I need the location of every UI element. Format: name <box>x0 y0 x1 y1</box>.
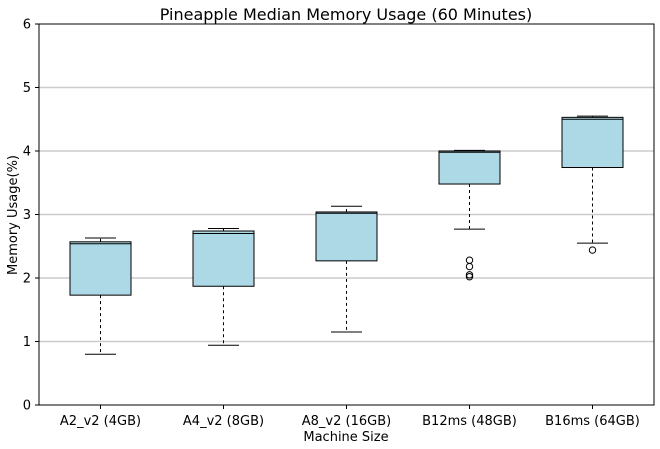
box <box>561 116 624 169</box>
outlier-point <box>465 271 474 279</box>
x-tick-label: B16ms (64GB) <box>545 414 640 429</box>
y-tick-label: 3 <box>23 208 31 223</box>
x-axis-label: Machine Size <box>303 430 388 445</box>
outlier-point <box>465 273 474 281</box>
y-tick-label: 5 <box>23 81 31 96</box>
x-tick-label: A2_v2 (4GB) <box>60 414 141 429</box>
box-plots <box>69 115 624 355</box>
y-tick-label: 6 <box>23 18 31 33</box>
outlier-point <box>588 246 597 254</box>
y-axis-label: Memory Usage(%) <box>6 155 21 275</box>
box <box>192 230 255 287</box>
y-tick-label: 2 <box>23 272 31 287</box>
x-tick-label: A8_v2 (16GB) <box>302 414 391 429</box>
x-tick-label: A4_v2 (8GB) <box>183 414 264 429</box>
box-plot-1 <box>69 237 132 355</box>
y-tick-label: 0 <box>23 399 31 414</box>
box <box>69 241 132 296</box>
box <box>315 211 378 262</box>
box-plot-5 <box>561 115 624 254</box>
box-plot-3 <box>315 205 378 333</box>
y-tick-label: 4 <box>23 145 31 160</box>
box <box>438 150 501 185</box>
x-tick-label: B12ms (48GB) <box>422 414 517 429</box>
plot-frame <box>38 23 655 406</box>
box-plot-4 <box>438 149 501 281</box>
chart-title: Pineapple Median Memory Usage (60 Minute… <box>160 5 533 24</box>
box-plot-2 <box>192 227 255 346</box>
y-tick-label: 1 <box>23 335 31 350</box>
outlier-point <box>465 262 474 271</box>
axes: 0 1 2 3 4 5 6 A2_v2 (4GB) A4_v2 (8GB) A8_v2 (16GB… <box>23 18 655 429</box>
